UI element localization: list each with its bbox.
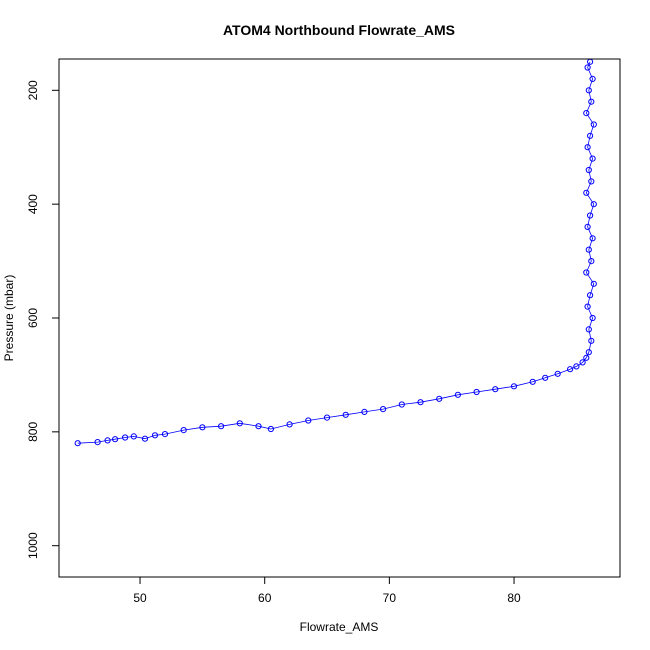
data-point xyxy=(585,87,592,94)
data-point xyxy=(473,388,480,396)
data-point xyxy=(583,189,590,196)
data-point xyxy=(267,425,274,433)
x-tick-label: 50 xyxy=(133,591,147,605)
data-point xyxy=(589,314,596,322)
data-point xyxy=(584,223,591,230)
data-point xyxy=(583,354,590,361)
data-point xyxy=(589,155,596,162)
data-point xyxy=(380,406,387,413)
data-point xyxy=(587,292,594,299)
data-point xyxy=(218,423,225,430)
y-axis-label: Pressure (mbar) xyxy=(2,275,16,362)
data-point xyxy=(361,408,368,415)
chart-title: ATOM4 Northbound Flowrate_AMS xyxy=(223,22,455,38)
data-point xyxy=(510,383,518,390)
data-point xyxy=(122,434,129,441)
data-point xyxy=(585,349,592,356)
data-point xyxy=(567,366,574,373)
data-point xyxy=(585,166,592,174)
plot-frame xyxy=(58,58,621,578)
y-tick-label: 400 xyxy=(26,194,40,214)
data-point xyxy=(199,424,206,431)
data-point xyxy=(584,64,591,71)
data-point xyxy=(151,432,159,439)
data-point xyxy=(417,399,424,406)
data-point xyxy=(454,391,461,398)
data-point xyxy=(583,110,590,117)
data-point xyxy=(589,75,596,83)
series-line xyxy=(77,61,595,444)
data-point xyxy=(74,440,81,447)
y-tick-label: 800 xyxy=(26,422,40,442)
data-point xyxy=(323,414,331,421)
data-point xyxy=(492,386,499,393)
y-tick-label: 1000 xyxy=(26,532,40,559)
data-point xyxy=(141,435,149,442)
data-point xyxy=(180,427,187,434)
x-axis: 50 60 70 80 xyxy=(133,576,521,605)
data-point xyxy=(588,258,595,265)
data-point xyxy=(590,280,597,287)
data-point xyxy=(305,417,312,424)
data-point xyxy=(585,326,592,333)
data-point xyxy=(161,431,169,438)
data-point xyxy=(236,420,243,427)
data-point xyxy=(286,421,293,428)
x-tick-label: 70 xyxy=(383,591,397,605)
data-point xyxy=(554,370,561,377)
y-axis: 200 400 600 800 1000 xyxy=(26,80,60,559)
data-point xyxy=(590,121,597,128)
data-point xyxy=(590,201,597,208)
y-tick-label: 600 xyxy=(26,308,40,328)
data-point xyxy=(542,374,549,381)
data-point xyxy=(585,246,592,253)
data-point xyxy=(342,411,349,418)
data-point xyxy=(529,378,536,385)
data-point xyxy=(130,433,137,440)
data-point xyxy=(583,269,590,276)
y-tick-label: 200 xyxy=(26,80,40,100)
x-tick-label: 80 xyxy=(507,591,521,605)
data-point xyxy=(94,439,101,446)
data-point xyxy=(584,144,591,151)
data-point xyxy=(588,337,595,344)
x-tick-label: 60 xyxy=(258,591,272,605)
data-point xyxy=(112,436,119,443)
data-point xyxy=(589,235,596,242)
plot-area xyxy=(74,58,597,447)
data-point xyxy=(579,359,586,366)
data-point xyxy=(587,212,594,219)
data-point xyxy=(573,363,580,370)
x-axis-label: Flowrate_AMS xyxy=(300,620,379,634)
data-point xyxy=(255,423,262,430)
data-point xyxy=(588,178,595,185)
data-point xyxy=(587,132,594,139)
data-point xyxy=(584,303,591,310)
data-point xyxy=(588,98,595,105)
data-point xyxy=(436,395,443,402)
data-point xyxy=(398,401,405,408)
data-point xyxy=(104,437,111,444)
